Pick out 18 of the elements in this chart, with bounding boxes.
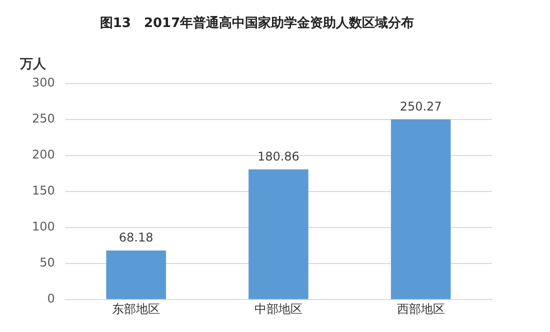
y-tick-label: 100 [32,220,55,234]
y-tick-label: 250 [32,112,55,126]
bar [390,119,451,300]
y-tick-label: 0 [47,292,55,306]
data-label: 250.27 [400,100,442,114]
y-tick-label: 300 [32,76,55,90]
y-tick-label: 200 [32,148,55,162]
x-tick-label: 中部地区 [254,302,302,316]
data-label: 68.18 [118,230,154,245]
y-tick-label: 150 [32,184,55,198]
x-tick-label: 东部地区 [112,302,160,316]
chart-title: 图13 2017年普通高中国家助学金资助人数区域分布 [100,15,414,32]
y-tick-label: 50 [40,256,55,270]
x-tick-label: 西部地区 [396,302,445,316]
data-label: 180.86 [257,150,300,164]
bar [248,169,308,300]
y-axis-title: 万人 [19,56,47,72]
bar [106,250,166,300]
